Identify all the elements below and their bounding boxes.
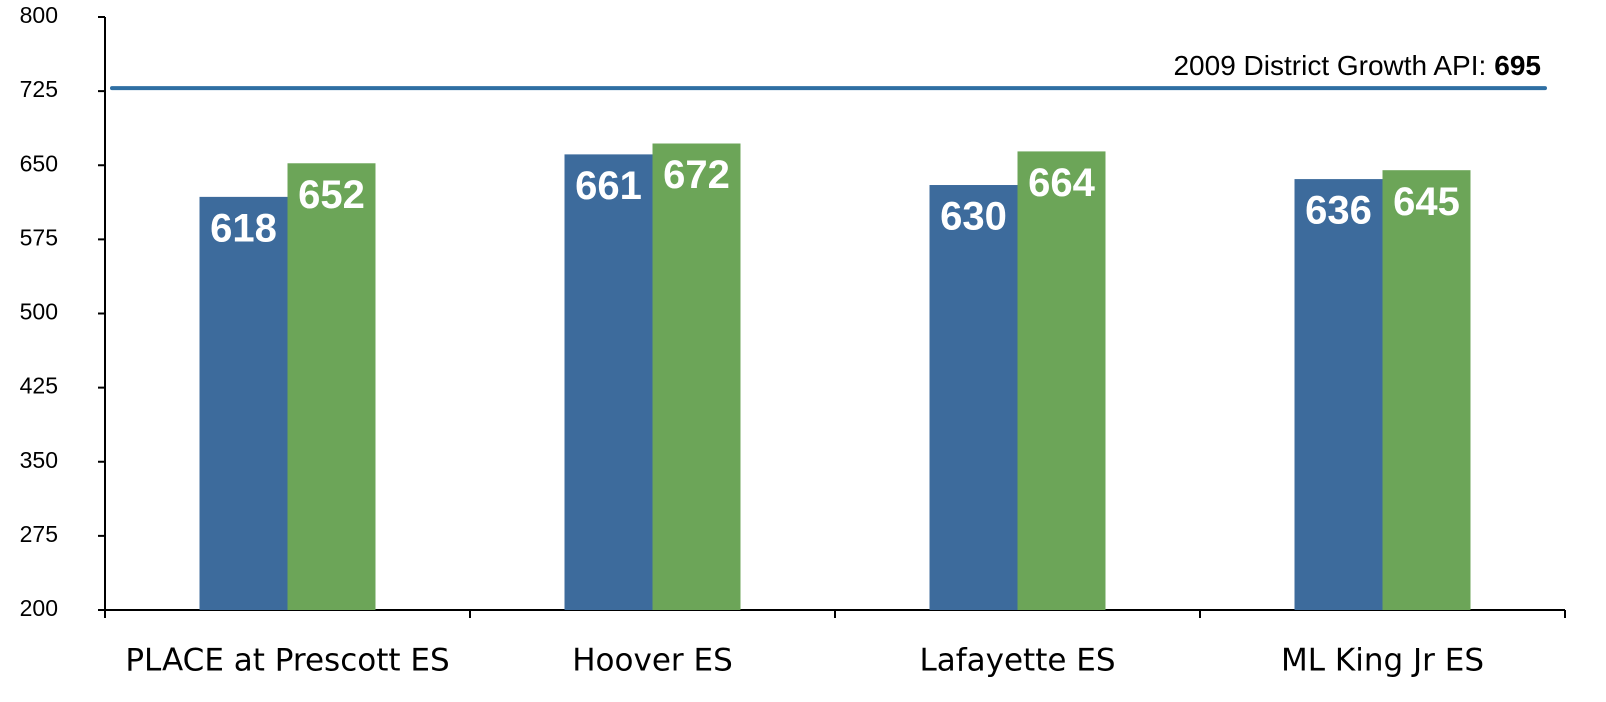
value-label: 661 bbox=[575, 164, 642, 208]
bar bbox=[199, 196, 288, 611]
x-tick-label: Hoover ES bbox=[572, 643, 733, 679]
y-tick-label: 500 bbox=[20, 299, 58, 325]
reference-label-value: 695 bbox=[1494, 50, 1541, 81]
reference-label: 2009 District Growth API: 695 bbox=[1173, 50, 1541, 81]
value-label: 672 bbox=[663, 153, 730, 197]
value-label: 636 bbox=[1305, 189, 1372, 233]
bar bbox=[564, 154, 653, 610]
reference-label-text: 2009 District Growth API: bbox=[1173, 50, 1486, 81]
bar bbox=[1017, 151, 1106, 610]
y-tick-label: 650 bbox=[20, 150, 58, 176]
value-label: 645 bbox=[1393, 180, 1460, 224]
y-tick-label: 800 bbox=[20, 2, 58, 28]
value-label: 618 bbox=[210, 206, 277, 250]
value-label: 664 bbox=[1028, 161, 1095, 205]
bar bbox=[1382, 170, 1471, 611]
x-tick-label: PLACE at Prescott ES bbox=[125, 643, 449, 679]
x-tick-label: ML King Jr ES bbox=[1281, 643, 1484, 679]
y-tick-label: 725 bbox=[20, 76, 58, 102]
y-tick-label: 200 bbox=[20, 595, 58, 621]
y-tick-label: 350 bbox=[20, 447, 58, 473]
x-tick-label: Lafayette ES bbox=[919, 643, 1115, 679]
y-tick-label: 425 bbox=[20, 373, 58, 399]
y-tick-label: 275 bbox=[20, 521, 58, 547]
bar bbox=[929, 185, 1018, 610]
bar bbox=[1294, 179, 1383, 610]
bar bbox=[652, 143, 741, 611]
y-tick-label: 575 bbox=[20, 224, 58, 250]
bar bbox=[287, 163, 376, 611]
value-label: 630 bbox=[940, 195, 1007, 239]
value-label: 652 bbox=[298, 173, 365, 217]
